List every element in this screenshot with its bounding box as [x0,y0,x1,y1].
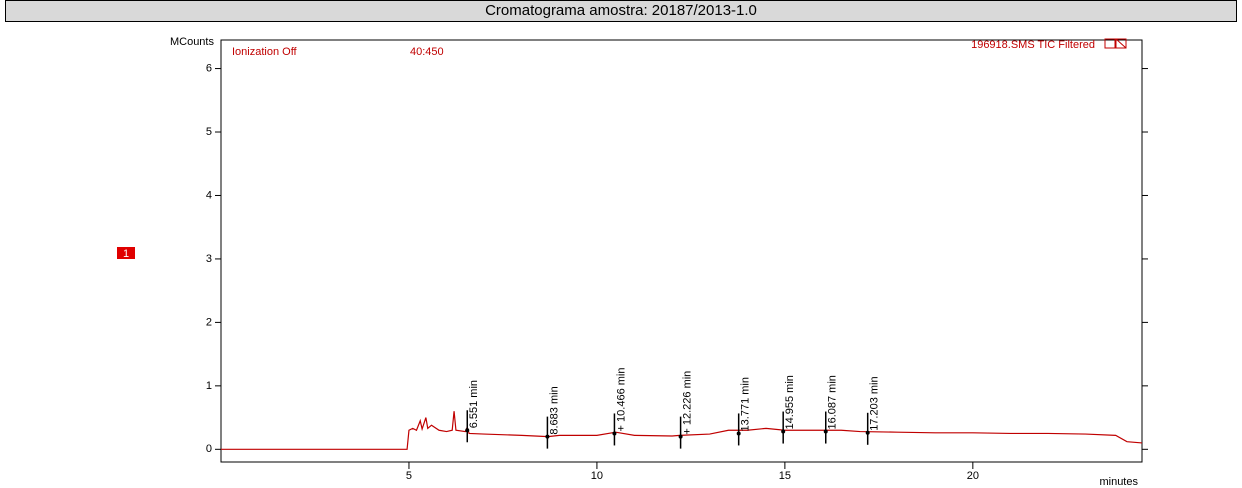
annotation: Ionization Off [232,46,298,58]
peak-dot [736,431,741,436]
plot-frame [220,39,1143,463]
peak-label: + 10.466 min [615,368,627,432]
icon [1115,38,1127,49]
icon [1104,38,1116,49]
y-tick-label: 3 [206,253,212,265]
x-tick-label: 10 [591,470,603,482]
peak-dot [823,429,828,434]
x-tick-label: 5 [406,470,412,482]
chart: MCounts minutes Ionization Off 40:450 19… [117,36,1148,488]
y-axis-label: MCounts [170,36,215,48]
peak-label: 6.551 min [468,380,480,428]
annotation: 40:450 [410,46,444,58]
peak-dot [465,428,470,433]
chart-title: Cromatograma amostra: 20187/2013-1.0 [5,0,1237,22]
peak-label: + 12.226 min [682,371,694,435]
y-tick-label: 6 [206,62,212,74]
badge [117,247,135,259]
y-tick-label: 5 [206,126,212,138]
x-tick-label: 15 [779,470,791,482]
y-tick-label: 1 [206,380,212,392]
icon [1115,38,1127,49]
x-tick-label: 20 [967,470,979,482]
peak-dot [678,434,683,439]
annotation: 196918.SMS TIC Filtered [971,39,1095,51]
peak-label: 14.955 min [784,375,796,429]
y-tick-label: 2 [206,316,212,328]
peak-label: 16.087 min [827,375,839,429]
y-tick-label: 4 [206,189,212,201]
data-line [221,411,1143,450]
peak-dot [865,430,870,435]
x-axis-label: minutes [1099,476,1138,488]
peak-label: 13.771 min [740,377,752,431]
peak-dot [545,434,550,439]
peak-label: 17.203 min [869,376,881,430]
badge-label: 1 [123,248,129,260]
peak-dot [612,431,617,436]
peak-dot [781,429,786,434]
y-tick-label: 0 [206,443,212,455]
peak-label: 8.683 min [548,386,560,434]
